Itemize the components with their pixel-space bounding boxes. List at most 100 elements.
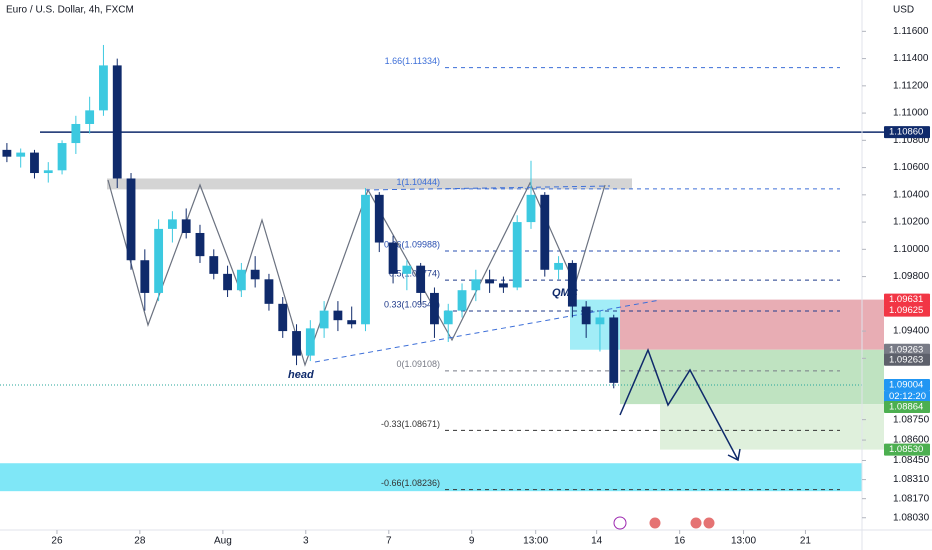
y-tick-label: 1.08170 xyxy=(893,493,930,504)
price-tag xyxy=(884,353,930,366)
chart-title: Euro / U.S. Dollar, 4h, FXCM xyxy=(6,5,134,16)
fib-label: 1(1.10444) xyxy=(396,177,440,187)
y-tick-label: 1.08750 xyxy=(893,414,930,425)
price-tag-label: 1.09631 xyxy=(889,294,923,305)
candle-body xyxy=(264,279,274,304)
candle-body xyxy=(416,265,426,293)
price-tag xyxy=(884,343,930,356)
y-tick-label: 1.10000 xyxy=(893,244,930,255)
candle-body xyxy=(443,310,453,325)
y-tick-label: 1.10200 xyxy=(893,217,930,228)
candle-body xyxy=(526,194,536,223)
neckline-top xyxy=(364,185,611,191)
fib-label: 1.66(1.11334) xyxy=(385,56,440,66)
y-tick-label: 1.08600 xyxy=(893,435,930,446)
currency: USD xyxy=(893,5,914,16)
candle-body xyxy=(209,256,219,274)
stop-zone xyxy=(620,299,884,350)
y-tick-label: 1.11200 xyxy=(893,80,929,91)
projection-arrow xyxy=(727,448,741,462)
candle-body xyxy=(71,123,81,144)
fib-label: -0.33(1.08671) xyxy=(381,419,440,429)
x-tick-label: 21 xyxy=(800,536,812,547)
price-tag xyxy=(884,293,930,306)
x-tick-label: 3 xyxy=(303,536,309,547)
candle-body xyxy=(236,269,246,291)
x-tick-label: 26 xyxy=(51,536,63,547)
candle-body xyxy=(402,265,412,274)
fib-label: -0.66(1.08236) xyxy=(381,478,440,488)
x-tick-label: 14 xyxy=(591,536,603,547)
target2-zone xyxy=(660,404,884,450)
price-tag-label: 1.09625 xyxy=(889,305,923,316)
x-tick-label: 28 xyxy=(134,536,146,547)
target-zone xyxy=(620,349,884,405)
price-tag-label: 1.08864 xyxy=(889,402,923,413)
candle-body xyxy=(498,283,508,288)
x-tick-label: 16 xyxy=(674,536,686,547)
price-tag-label: 1.08530 xyxy=(889,444,923,455)
candle-body xyxy=(30,152,39,174)
candles-layer xyxy=(2,44,619,389)
annotation: QMC xyxy=(552,287,579,299)
price-tag-label: 1.09263 xyxy=(889,354,923,365)
background-layer: 1.66(1.11334)1(1.10444)0.66(1.09988)0.5(… xyxy=(0,56,884,492)
event-icon[interactable] xyxy=(689,516,703,530)
candle-body xyxy=(250,269,260,280)
countdown-tag xyxy=(884,391,930,403)
candle-body xyxy=(347,320,357,325)
x-tick-label: 9 xyxy=(469,536,475,547)
candle-body xyxy=(374,194,384,243)
y-tick-label: 1.10400 xyxy=(893,189,930,200)
candle-body xyxy=(57,143,67,171)
candle-body xyxy=(43,170,53,174)
event-icon[interactable] xyxy=(702,516,716,530)
price-tag-label: 1.10860 xyxy=(889,127,923,138)
candle-body xyxy=(112,65,122,179)
y-tick-label: 1.09400 xyxy=(893,326,930,337)
candle-body xyxy=(278,303,288,332)
candle-body xyxy=(154,228,164,293)
event-icon[interactable] xyxy=(613,516,627,530)
y-tick-label: 1.08310 xyxy=(893,474,930,485)
annotation: head xyxy=(288,369,314,381)
price-tag-label: 1.09263 xyxy=(889,344,923,355)
candle-body xyxy=(361,194,370,325)
resistance-zone xyxy=(107,178,632,190)
candle-body xyxy=(333,310,343,321)
y-tick-label: 1.09800 xyxy=(893,271,930,282)
candle-body xyxy=(485,279,495,284)
candle-body xyxy=(581,306,591,325)
projection-path xyxy=(619,347,739,461)
event-icon[interactable] xyxy=(648,516,662,530)
candle-body xyxy=(512,222,522,288)
candle-body xyxy=(595,317,605,325)
x-tick-label: 7 xyxy=(386,536,392,547)
candle-body xyxy=(195,232,205,257)
candle-body xyxy=(430,292,439,325)
fib-label: 0.33(1.09547) xyxy=(384,299,440,309)
candle-body xyxy=(140,260,150,293)
x-tick-label: Aug xyxy=(214,536,232,547)
candle-body xyxy=(167,219,177,229)
candle-body xyxy=(292,331,301,356)
y-tick-label: 1.11400 xyxy=(893,53,929,64)
candle-body xyxy=(567,262,577,307)
neckline xyxy=(314,299,661,363)
candle-body xyxy=(471,279,481,291)
y-tick-label: 1.11000 xyxy=(893,108,929,119)
candle-body xyxy=(609,317,619,383)
price-tag xyxy=(884,126,930,139)
y-tick-label: 1.08030 xyxy=(893,512,930,523)
y-tick-label: 1.08450 xyxy=(893,455,930,466)
fib-label: 0.66(1.09988) xyxy=(384,239,440,249)
y-tick-label: 1.11600 xyxy=(893,26,929,37)
candle-body xyxy=(223,273,232,291)
price-tag xyxy=(884,379,930,392)
candle-body xyxy=(85,110,95,124)
candle-body xyxy=(554,262,563,270)
countdown-label: 02:12:20 xyxy=(889,391,926,402)
price-tag xyxy=(884,304,930,317)
candle-body xyxy=(540,194,550,270)
